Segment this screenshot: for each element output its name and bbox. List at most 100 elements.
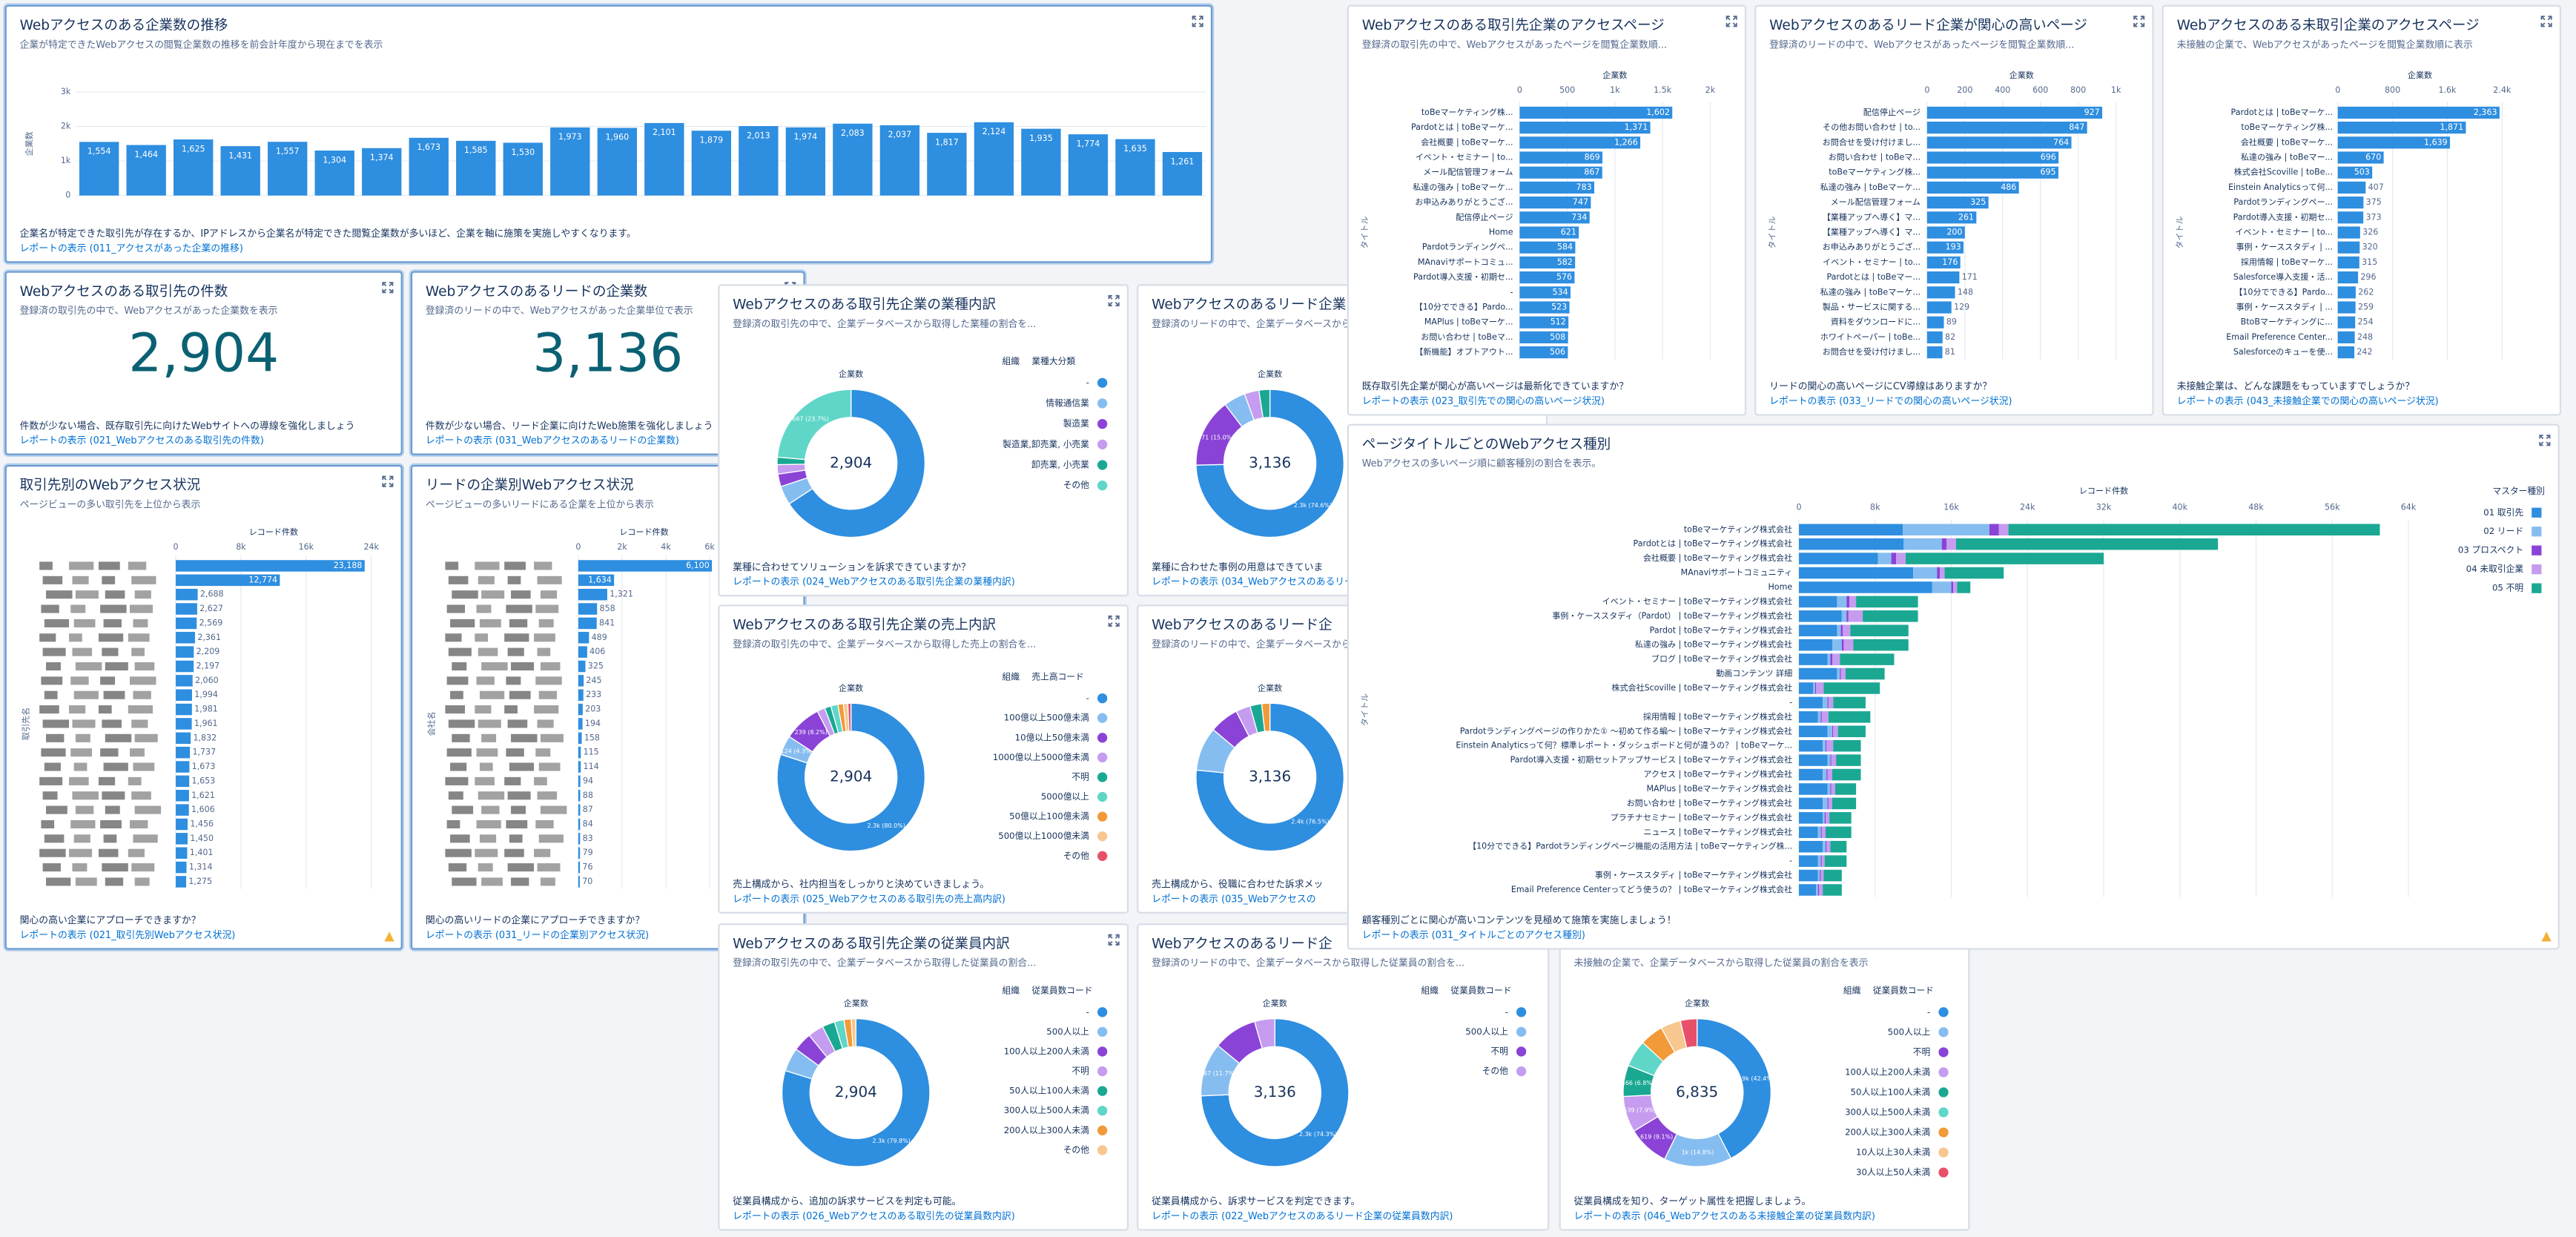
bar-segment bbox=[1813, 682, 1815, 694]
bar bbox=[1519, 151, 1603, 164]
x-tick-label: 56k bbox=[2325, 503, 2340, 512]
bar bbox=[176, 732, 191, 745]
bar-segment bbox=[1799, 524, 1903, 536]
report-link[interactable]: レポートの表示 (022_Webアクセスのあるリード企業の従業員数内訳) bbox=[1152, 1213, 1453, 1223]
category-label: ブログ | toBeマーケティング株式会社 bbox=[1651, 653, 1792, 664]
expand-icon[interactable] bbox=[382, 475, 394, 487]
legend-label: 200人以上300人未満 bbox=[1845, 1127, 1930, 1137]
expand-icon[interactable] bbox=[1108, 934, 1120, 946]
bar-value-label: 670 bbox=[2365, 152, 2381, 162]
donut-total: 2,904 bbox=[835, 1083, 877, 1101]
report-link[interactable]: レポートの表示 (025_Webアクセスのある取引先の売上高内訳) bbox=[733, 895, 1005, 906]
expand-icon[interactable] bbox=[1192, 16, 1203, 27]
bar-value-label: 79 bbox=[583, 848, 593, 857]
report-link[interactable]: レポートの表示 (031_タイトルごとのアクセス種別) bbox=[1361, 931, 1585, 942]
bar bbox=[1926, 241, 1964, 254]
expand-icon[interactable] bbox=[2539, 435, 2551, 446]
category-label: 会社概要 | toBeマーケ... bbox=[2241, 136, 2333, 147]
bar-segment bbox=[1799, 696, 1823, 709]
widget-chart: 企業数 687 (23.7%) 2,904 組織 業種大分類 - 情報通信業製造業製造業,卸… bbox=[776, 294, 1120, 538]
expand-icon[interactable] bbox=[1108, 615, 1120, 627]
bar bbox=[220, 146, 260, 196]
masked-label bbox=[46, 877, 71, 886]
masked-label bbox=[506, 676, 521, 685]
report-link[interactable]: レポートの表示 (035_Webアクセスの bbox=[1152, 895, 1316, 906]
bar-segment bbox=[1955, 538, 2219, 550]
category-label: 事例・ケーススタディ | ... bbox=[2236, 302, 2333, 312]
bar bbox=[456, 140, 496, 196]
legend-swatch bbox=[1938, 1147, 1949, 1158]
masked-label bbox=[46, 733, 65, 742]
y-tick-label: 0 bbox=[65, 191, 70, 200]
report-link[interactable]: レポートの表示 (023_取引先での関心の高いページ状況) bbox=[1361, 398, 1605, 408]
report-link[interactable]: レポートの表示 (043_未接触企業での関心の高いページ状況) bbox=[2176, 398, 2439, 408]
donut-segment bbox=[776, 702, 926, 852]
widget: 企業数 687 (23.7%) 2,904 組織 業種大分類 - 情報通信業 製造業 製造業,卸… bbox=[718, 284, 1129, 597]
expand-icon[interactable] bbox=[1725, 16, 1737, 27]
expand-icon[interactable] bbox=[2133, 16, 2145, 27]
masked-label bbox=[98, 776, 116, 785]
bar-segment bbox=[1820, 711, 1822, 723]
widget-footer: 既存取引先企業が関心が高いページは最新化できていますか？ bbox=[1361, 383, 1629, 393]
report-link[interactable]: レポートの表示 (024_Webアクセスのある取引先企業の業種内訳) bbox=[733, 578, 1015, 589]
legend-swatch bbox=[1938, 1087, 1949, 1098]
report-link[interactable]: レポートの表示 (021_取引先別Webアクセス状況) bbox=[19, 931, 236, 942]
expand-icon[interactable] bbox=[2540, 16, 2552, 27]
expand-icon[interactable] bbox=[382, 282, 394, 294]
widget-subtitle: ページビューの多い取引先を上位から表示 bbox=[19, 501, 201, 512]
masked-label bbox=[130, 819, 148, 829]
expand-icon[interactable] bbox=[1108, 294, 1120, 306]
report-link[interactable]: レポートの表示 (031_Webアクセスのあるリードの企業数) bbox=[425, 437, 679, 447]
masked-label bbox=[475, 848, 498, 857]
bar-value-label: 1,960 bbox=[605, 133, 629, 142]
kpi-value: 3,136 bbox=[532, 322, 684, 385]
bar-segment bbox=[1799, 797, 1823, 810]
category-label: 株式会社Scoville | toBe... bbox=[2234, 167, 2334, 177]
masked-label bbox=[535, 676, 562, 685]
masked-label bbox=[131, 791, 151, 800]
bar-segment bbox=[1896, 552, 1906, 564]
y-axis-title: 取引先名 bbox=[20, 707, 30, 740]
widget-title: 取引先別のWebアクセス状況 bbox=[19, 476, 201, 493]
report-link[interactable]: レポートの表示 (031_リードの企業別アクセス状況) bbox=[425, 931, 650, 942]
legend-label: - bbox=[1086, 377, 1089, 388]
donut-total: 6,835 bbox=[1676, 1083, 1718, 1101]
bar-segment bbox=[1845, 667, 1885, 680]
legend-swatch bbox=[1097, 1106, 1108, 1116]
widget: 企業数 2.3k (74.3%) 367 (11.7%) 3,136 組織 従業員数コード… bbox=[1137, 923, 1550, 1231]
category-label: MAnaviサポートコミュニティ bbox=[1681, 568, 1792, 578]
category-label: MAPlus | toBeマーケ... bbox=[1424, 317, 1513, 327]
bar-segment bbox=[1989, 524, 1999, 536]
bar-value-label: 193 bbox=[1946, 243, 1961, 252]
report-link[interactable]: レポートの表示 (046_Webアクセスのある未接触企業の従業員数内訳) bbox=[1573, 1213, 1875, 1223]
segment-label: 1k (14.8%) bbox=[1682, 1149, 1714, 1156]
bar-value-label: 927 bbox=[2084, 108, 2100, 117]
masked-label bbox=[133, 762, 155, 771]
bar-segment bbox=[1827, 783, 1831, 795]
bar-segment bbox=[1799, 711, 1818, 723]
category-label: Salesforceのキューを使... bbox=[2233, 346, 2333, 357]
report-link[interactable]: レポートの表示 (011_アクセスがあった企業の推移) bbox=[19, 245, 243, 255]
category-label: Pardotとは | toBeマーケティング株式会社 bbox=[1634, 538, 1793, 549]
masked-label bbox=[131, 575, 156, 584]
bar bbox=[1926, 106, 2103, 119]
bar-segment bbox=[1827, 754, 1831, 766]
report-link[interactable]: レポートの表示 (034_Webアクセスのあるリード bbox=[1152, 578, 1364, 589]
bar-value-label: 1,456 bbox=[190, 819, 214, 828]
report-link[interactable]: レポートの表示 (033_リードでの関心の高いページ状況) bbox=[1769, 398, 2012, 408]
bar-segment bbox=[1799, 754, 1828, 766]
bar-segment bbox=[1832, 797, 1857, 810]
masked-label bbox=[450, 618, 475, 627]
bar bbox=[1926, 197, 1989, 209]
report-link[interactable]: レポートの表示 (021_Webアクセスのある取引先の件数) bbox=[19, 437, 264, 447]
donut-segment bbox=[1195, 702, 1344, 852]
legend-label: 02 リード bbox=[2483, 526, 2523, 536]
bar bbox=[2337, 136, 2451, 149]
x-tick-label: 800 bbox=[2385, 85, 2400, 95]
report-link[interactable]: レポートの表示 (026_Webアクセスのある取引先の従業員数内訳) bbox=[733, 1213, 1015, 1223]
bar-value-label: 320 bbox=[2362, 243, 2378, 252]
x-axis-title: 企業数 bbox=[1602, 70, 1627, 80]
bar-value-label: 1,554 bbox=[87, 147, 111, 156]
bar-value-label: 23,188 bbox=[334, 561, 363, 570]
